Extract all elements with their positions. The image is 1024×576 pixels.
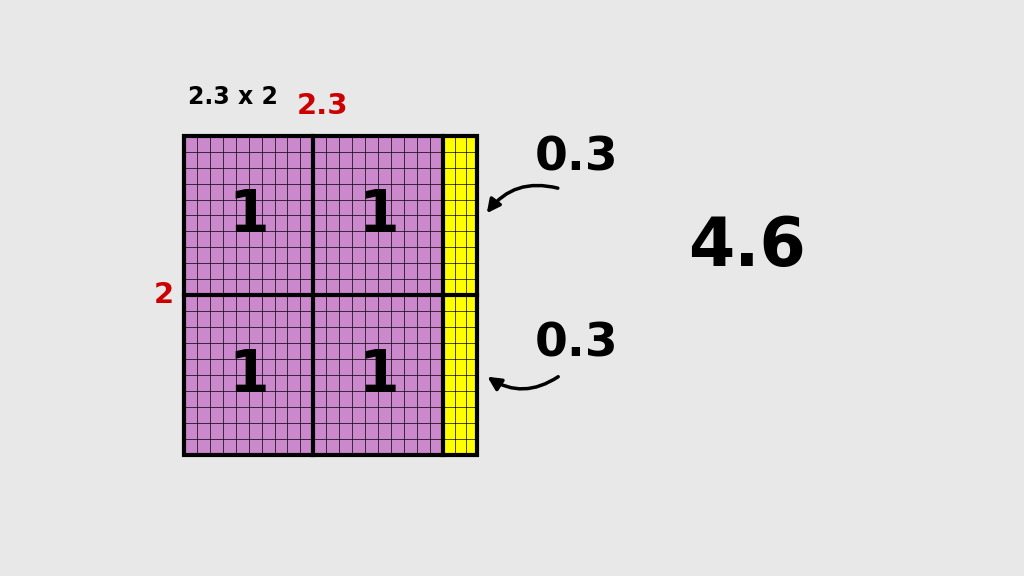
Text: 0.3: 0.3 [535, 135, 618, 180]
Bar [313, 295, 443, 455]
Bar [183, 136, 477, 455]
Bar [313, 136, 443, 295]
Bar [183, 295, 313, 455]
Bar [183, 136, 313, 295]
Text: 2.3: 2.3 [297, 92, 348, 120]
Text: 0.3: 0.3 [535, 321, 618, 366]
Bar [443, 136, 477, 295]
Text: 1: 1 [358, 347, 398, 404]
Text: 1: 1 [358, 187, 398, 244]
Text: 1: 1 [228, 347, 269, 404]
Text: 2: 2 [154, 281, 174, 309]
Bar [443, 295, 477, 455]
Text: 2.3 x 2: 2.3 x 2 [187, 85, 278, 109]
Text: 4.6: 4.6 [688, 214, 806, 279]
Text: 1: 1 [228, 187, 269, 244]
